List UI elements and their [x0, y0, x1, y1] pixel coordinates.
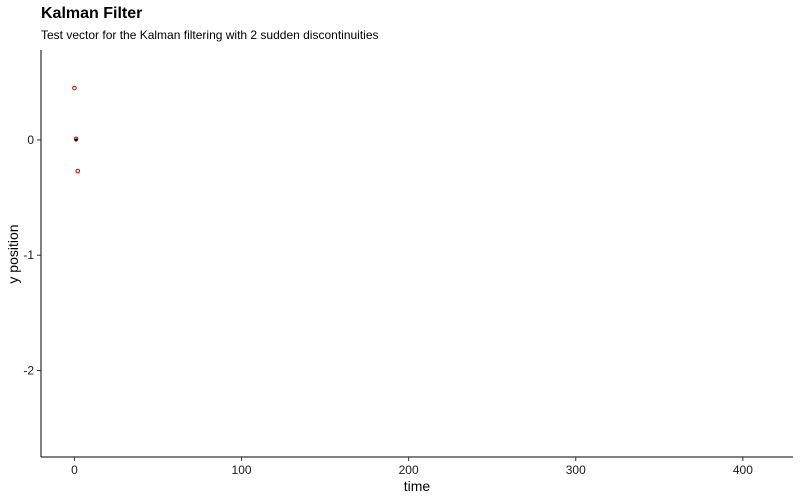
- y-axis-title: y position: [5, 224, 21, 283]
- data-point: [74, 138, 78, 142]
- y-tick-label: -1: [23, 248, 34, 262]
- x-tick-label: 100: [232, 463, 252, 477]
- x-tick-label: 400: [733, 463, 753, 477]
- chart-title: Kalman Filter: [41, 5, 143, 22]
- data-point: [75, 168, 81, 174]
- y-tick-label: -2: [23, 364, 34, 378]
- chart-subtitle: Test vector for the Kalman filtering wit…: [41, 28, 379, 42]
- x-axis-title: time: [404, 478, 431, 494]
- x-tick-label: 0: [71, 463, 78, 477]
- x-tick-label: 200: [399, 463, 419, 477]
- x-tick-label: 300: [566, 463, 586, 477]
- y-tick-label: 0: [27, 133, 34, 147]
- data-point: [72, 85, 77, 91]
